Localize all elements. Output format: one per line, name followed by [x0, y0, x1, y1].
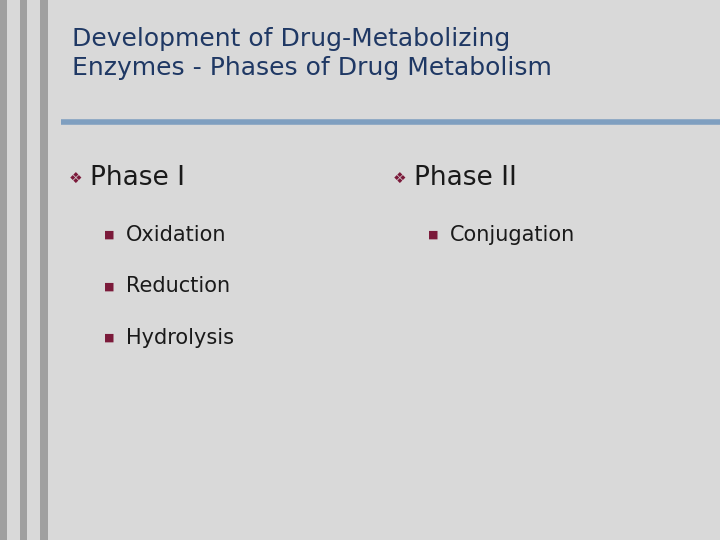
- Bar: [10, 0, 17, 540]
- Bar: [20, 0, 27, 540]
- Text: Hydrolysis: Hydrolysis: [126, 327, 234, 348]
- Text: Conjugation: Conjugation: [450, 225, 575, 245]
- Text: ❖: ❖: [68, 171, 82, 186]
- Text: ❖: ❖: [392, 171, 406, 186]
- Bar: [40, 0, 48, 540]
- Text: Phase I: Phase I: [90, 165, 185, 191]
- Bar: [30, 0, 37, 540]
- Text: Development of Drug-Metabolizing
Enzymes - Phases of Drug Metabolism: Development of Drug-Metabolizing Enzymes…: [72, 27, 552, 80]
- Text: ■: ■: [104, 333, 115, 342]
- Text: ■: ■: [428, 230, 439, 240]
- Text: Reduction: Reduction: [126, 276, 230, 296]
- Text: Oxidation: Oxidation: [126, 225, 227, 245]
- Bar: [0, 0, 7, 540]
- Text: Phase II: Phase II: [414, 165, 517, 191]
- Bar: [61, 0, 720, 122]
- Text: ■: ■: [104, 281, 115, 291]
- Text: ■: ■: [104, 230, 115, 240]
